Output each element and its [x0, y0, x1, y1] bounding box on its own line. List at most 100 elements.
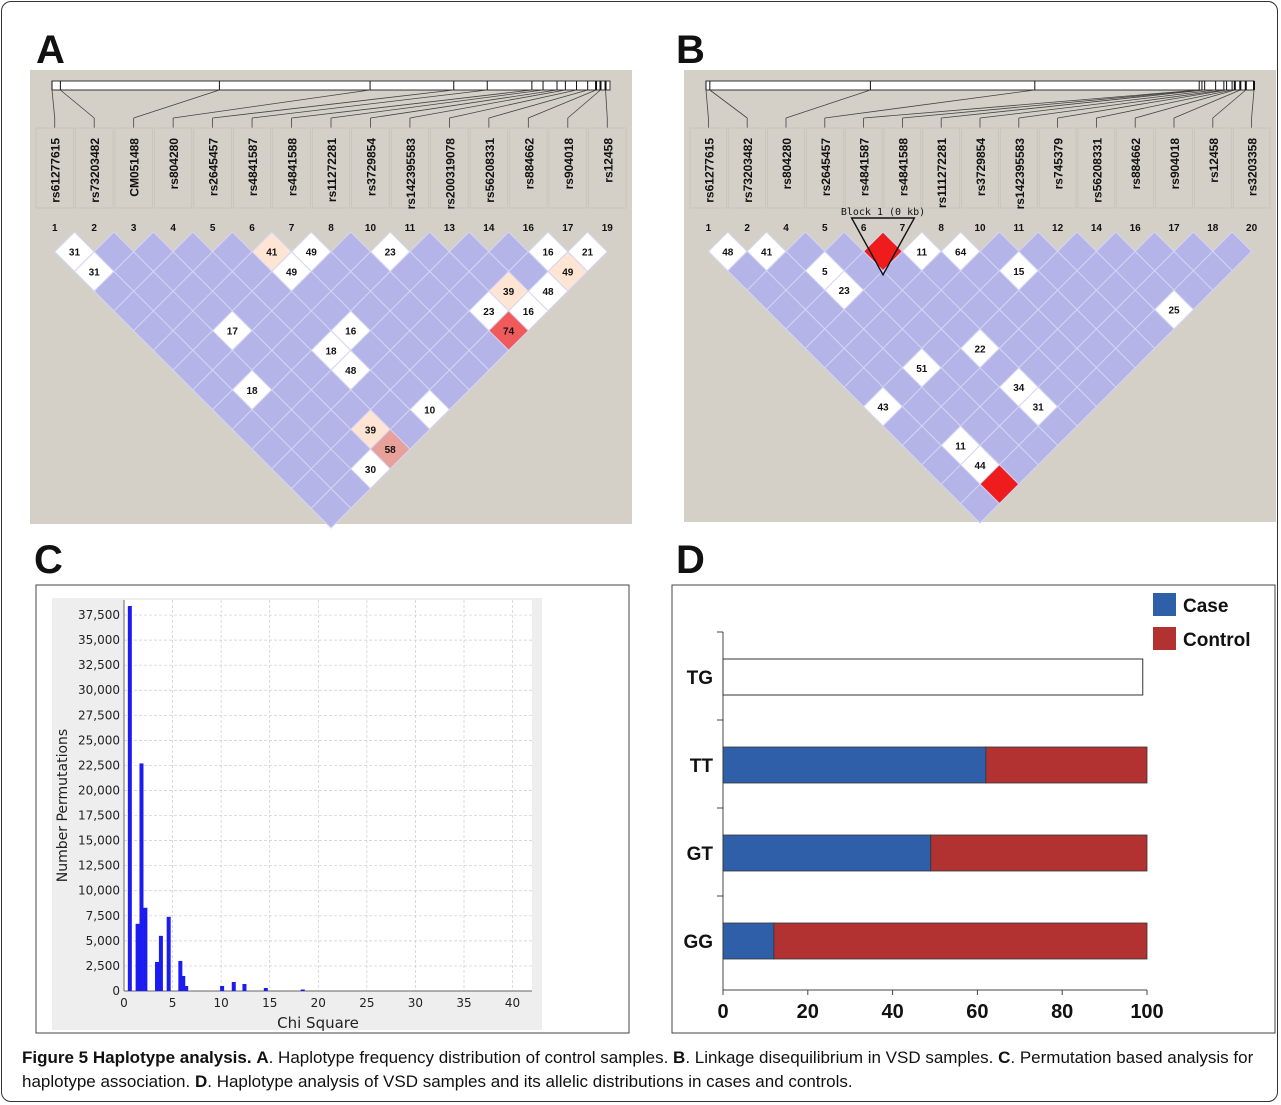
ld-b-ld-value: 5	[822, 267, 828, 278]
ld-b-snp-box	[806, 127, 844, 209]
perm-bar	[143, 907, 148, 991]
ld-a-snp-box	[193, 127, 232, 209]
perm-y-tick: 20,000	[78, 783, 120, 797]
ld-b-map-connector	[709, 89, 748, 119]
ld-b-snp-index: 16	[1130, 223, 1142, 234]
perm-bar	[263, 987, 268, 991]
ld-b-map-connector	[785, 89, 871, 119]
hap-bar-outline	[722, 658, 1144, 696]
ld-a-snp-index: 13	[444, 223, 456, 234]
ld-a-ld-value: 58	[385, 445, 397, 456]
figure-caption: Figure 5 Haplotype analysis. A. Haplotyp…	[22, 1046, 1262, 1094]
ld-b-map-connector	[863, 89, 1200, 119]
perm-bar	[220, 985, 225, 991]
ld-b-snp-label: rs61277615	[702, 138, 716, 203]
caption-c: C	[998, 1048, 1011, 1067]
caption-a-text: . Haplotype frequency distribution of co…	[268, 1048, 669, 1067]
perm-y-tick: 7,500	[86, 909, 120, 923]
ld-a-map-connector	[449, 89, 577, 119]
ld-a-ld-value: 39	[365, 425, 377, 436]
perm-bar	[135, 923, 140, 991]
ld-a-snp-index: 6	[249, 223, 255, 234]
ld-b-map-connector	[1057, 89, 1227, 119]
hap-bar-case	[722, 922, 775, 960]
panel-label-d: D	[676, 538, 705, 582]
ld-b-snp-index: 12	[1052, 223, 1064, 234]
ld-a-snp-box	[114, 127, 153, 209]
ld-a-ld-value: 48	[543, 287, 555, 298]
ld-b-map-connector	[1173, 89, 1241, 119]
perm-x-tick: 20	[311, 996, 326, 1010]
ld-a-map-connector	[252, 89, 488, 119]
ld-a-map-connector	[567, 89, 601, 119]
ld-b-block-outline	[850, 217, 916, 277]
ld-a-ld-value: 41	[266, 248, 278, 259]
caption-b: B	[673, 1048, 686, 1067]
perm-y-tick: 17,500	[78, 809, 120, 823]
perm-bar	[300, 989, 305, 991]
hap-x-tick: 80	[1051, 1001, 1073, 1023]
ld-a-ld-value: 16	[543, 248, 555, 259]
ld-b-ld-value: 44	[974, 461, 986, 472]
ld-b-snp-label: rs111272281	[935, 138, 949, 208]
perm-x-tick: 15	[262, 996, 277, 1010]
panel-label-a: A	[36, 28, 65, 72]
perm-y-tick: 27,500	[78, 708, 120, 722]
ld-a-snp-label: rs4841588	[286, 138, 300, 196]
ld-a-snp-index: 4	[170, 223, 176, 234]
ld-b-ld-value: 15	[1013, 267, 1025, 278]
ld-b-snp-label: rs3729854	[974, 138, 988, 196]
ld-a-snp-index: 17	[562, 223, 574, 234]
ld-a-snp-index: 5	[210, 223, 216, 234]
ld-b-snp-index: 18	[1207, 223, 1219, 234]
ld-b-snp-box	[922, 127, 960, 209]
perm-bar	[184, 985, 189, 991]
perm-bar	[127, 606, 132, 991]
ld-a-snp-label: rs2645457	[207, 138, 221, 196]
ld-a-snp-label: rs200319078	[443, 138, 457, 210]
ld-b-snp-box	[844, 127, 883, 209]
perm-y-tick: 32,500	[78, 658, 120, 672]
ld-a-map-connector	[133, 89, 220, 119]
caption-c-text: . Permutation based analysis for haploty…	[22, 1048, 1254, 1091]
ld-b-snp-box	[883, 127, 922, 209]
ld-b-map-connector	[941, 89, 1205, 119]
ld-a-snp-index: 2	[91, 223, 97, 234]
ld-b-map-connector	[705, 89, 709, 119]
ld-a-snp-label: rs4841587	[246, 138, 260, 196]
ld-a-ld-value: 18	[247, 386, 259, 397]
ld-b-snp-box	[1116, 127, 1154, 209]
perm-y-tick: 12,500	[78, 859, 120, 873]
ld-a-snp-label: rs12458	[601, 138, 615, 183]
ld-b-snp-label: rs745379	[1052, 138, 1066, 190]
ld-b-snp-box	[1077, 127, 1116, 209]
ld-b-ld-value: 48	[722, 247, 734, 258]
perm-x-tick: 25	[359, 996, 374, 1010]
ld-b-map-connector	[1212, 89, 1247, 119]
ld-a-snp-index: 16	[523, 223, 535, 234]
perm-y-tick: 22,500	[78, 758, 120, 772]
ld-a-snp-index: 8	[328, 223, 334, 234]
ld-a-snp-box	[311, 127, 351, 209]
ld-a-snp-label: CM051488	[128, 138, 142, 197]
caption-d: D	[194, 1072, 208, 1091]
ld-b-ld-value: 23	[839, 286, 851, 297]
hap-bar-control	[930, 834, 1148, 872]
ld-b-map-connector	[824, 89, 1035, 119]
ld-b-map-connector	[1135, 89, 1235, 119]
hap-x-tick: 0	[717, 1001, 728, 1023]
ld-b-snp-box	[767, 127, 805, 209]
hap-x-tick: 60	[966, 1001, 988, 1023]
perm-bar	[166, 916, 171, 991]
ld-b-ld-value: 31	[1033, 403, 1045, 414]
ld-a-snp-box	[351, 127, 390, 209]
ld-a-map-connector	[291, 89, 532, 119]
ld-a-ld-value: 48	[345, 366, 357, 377]
perm-y-tick: 37,500	[78, 608, 120, 622]
ld-a-map-connector	[370, 89, 558, 119]
hap-legend-swatch	[1153, 627, 1176, 650]
ld-b-snp-index: 1	[706, 223, 712, 234]
ld-b-map-connector	[979, 89, 1216, 119]
panel-label-c: C	[34, 538, 63, 582]
